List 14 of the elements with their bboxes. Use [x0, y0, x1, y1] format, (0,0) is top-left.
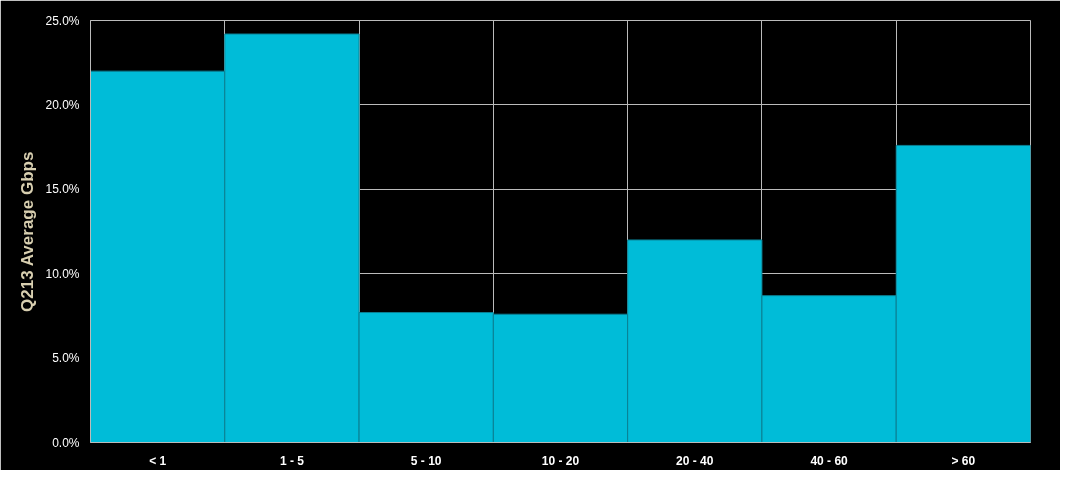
y-tick-label: 20.0% [45, 97, 80, 112]
x-tick-label: 5 - 10 [410, 453, 442, 468]
x-tick-label: 1 - 5 [279, 453, 305, 468]
x-tick-label: 20 - 40 [676, 453, 714, 468]
x-tick-label: 40 - 60 [810, 453, 849, 468]
x-tick-label: 10 - 20 [541, 453, 580, 468]
y-tick-label: 10.0% [45, 266, 80, 281]
x-tick-label: < 1 [149, 453, 167, 468]
y-tick-label: 5.0% [52, 351, 80, 366]
y-tick-label: 0.0% [52, 435, 80, 450]
x-tick-label: > 60 [951, 453, 976, 468]
y-tick-label: 15.0% [45, 182, 80, 197]
y-axis-title: Q213 Average Gbps [18, 151, 38, 312]
y-tick-label: 25.0% [45, 13, 80, 28]
